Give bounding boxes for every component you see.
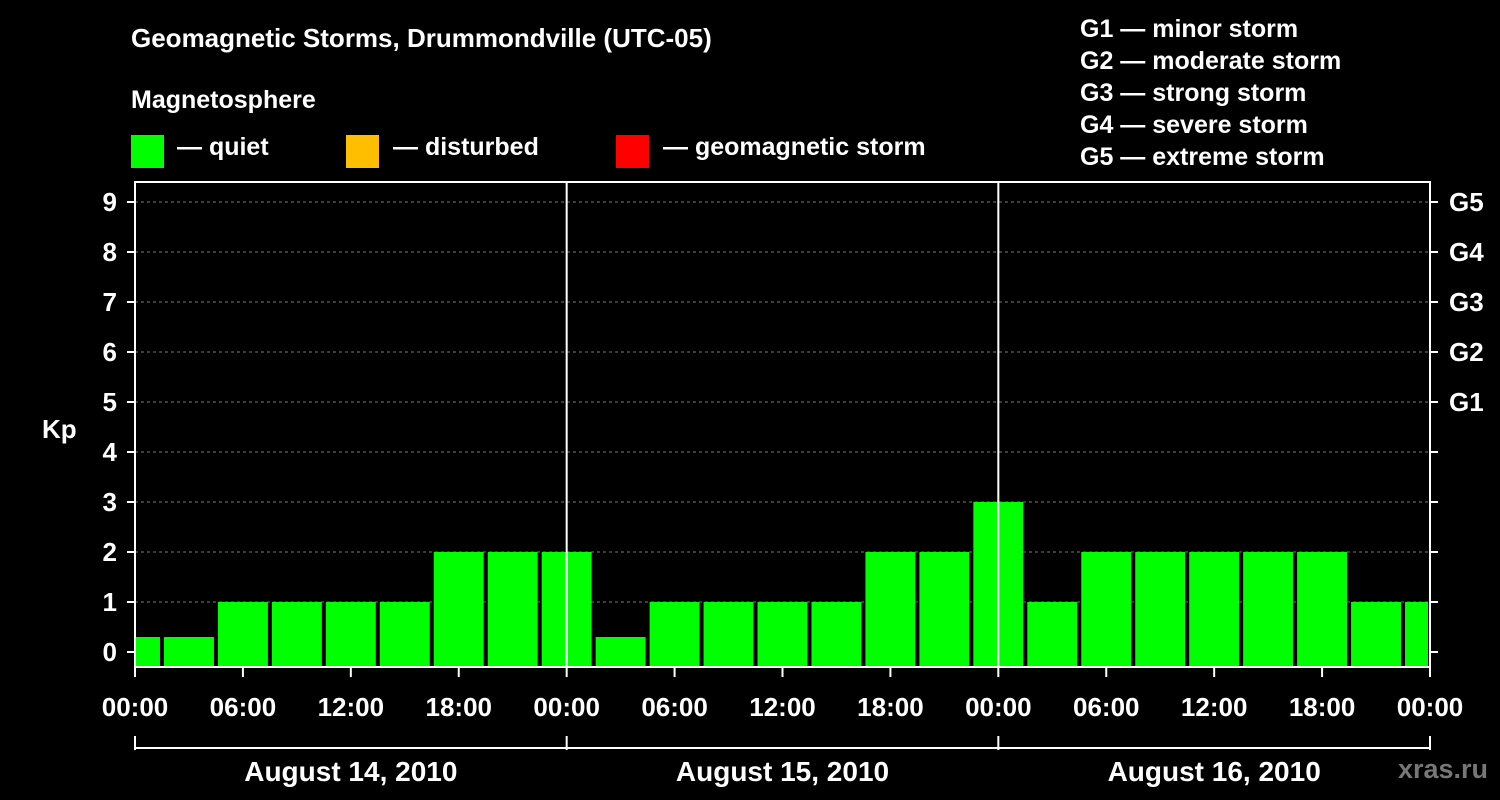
x-tick-label: 18:00: [857, 692, 924, 722]
y-tick-label: 2: [103, 537, 117, 567]
x-tick-label: 00:00: [965, 692, 1032, 722]
x-tick-label: 18:00: [1289, 692, 1356, 722]
kp-bar: [1027, 602, 1078, 667]
kp-bar: [136, 637, 160, 667]
kp-bar: [163, 637, 214, 667]
day-label: August 15, 2010: [676, 756, 889, 787]
x-tick-label: 12:00: [318, 692, 385, 722]
y-tick-label: 1: [103, 587, 117, 617]
x-tick-label: 00:00: [533, 692, 600, 722]
kp-bar: [379, 602, 430, 667]
legend-label-quiet: — quiet: [177, 133, 269, 161]
magnetosphere-title: Magnetosphere: [131, 86, 316, 114]
x-tick-label: 00:00: [1397, 692, 1464, 722]
y-tick-label: 9: [103, 187, 117, 217]
legend-label-storm: — geomagnetic storm: [663, 133, 926, 161]
y-tick-label: 7: [103, 287, 117, 317]
kp-bar: [865, 552, 916, 667]
kp-bar: [487, 552, 538, 667]
x-tick-label: 12:00: [1181, 692, 1248, 722]
legend-swatch-disturbed: [346, 135, 379, 168]
x-tick-label: 06:00: [210, 692, 277, 722]
legend-swatch-storm: [616, 135, 649, 168]
kp-bar: [433, 552, 484, 667]
kp-bar: [325, 602, 376, 667]
kp-bar: [1297, 552, 1348, 667]
x-tick-label: 12:00: [749, 692, 816, 722]
y-tick-label: 5: [103, 387, 117, 417]
y-tick-label: 8: [103, 237, 117, 267]
x-tick-label: 06:00: [641, 692, 708, 722]
kp-bar: [919, 552, 970, 667]
x-tick-label: 18:00: [426, 692, 493, 722]
kp-bar: [595, 637, 646, 667]
watermark: xras.ru: [1397, 754, 1488, 784]
y-axis-label: Kp: [42, 414, 77, 444]
g-scale-g5: G5 — extreme storm: [1080, 143, 1325, 171]
g-tick-label: G5: [1449, 187, 1484, 217]
kp-bar: [1189, 552, 1240, 667]
x-tick-label: 06:00: [1073, 692, 1140, 722]
g-scale-g4: G4 — severe storm: [1080, 111, 1308, 139]
y-tick-label: 6: [103, 337, 117, 367]
legend-swatch-quiet: [131, 135, 164, 168]
y-tick-label: 0: [103, 637, 117, 667]
kp-bar: [703, 602, 754, 667]
g-scale-g1: G1 — minor storm: [1080, 15, 1299, 43]
g-tick-label: G4: [1449, 237, 1484, 267]
kp-bar: [271, 602, 322, 667]
chart-title: Geomagnetic Storms, Drummondville (UTC-0…: [131, 23, 712, 53]
kp-bar: [811, 602, 862, 667]
day-label: August 14, 2010: [244, 756, 457, 787]
g-tick-label: G2: [1449, 337, 1484, 367]
y-tick-label: 4: [103, 437, 118, 467]
day-label: August 16, 2010: [1108, 756, 1321, 787]
kp-bar: [1135, 552, 1186, 667]
g-scale-g3: G3 — strong storm: [1080, 79, 1307, 107]
kp-bar: [1405, 602, 1428, 667]
legend-label-disturbed: — disturbed: [393, 133, 539, 161]
y-tick-label: 3: [103, 487, 117, 517]
kp-bar: [1081, 552, 1132, 667]
kp-bar: [757, 602, 808, 667]
kp-bar: [1243, 552, 1294, 667]
kp-bar: [217, 602, 268, 667]
g-tick-label: G3: [1449, 287, 1484, 317]
kp-bar: [1351, 602, 1402, 667]
g-tick-label: G1: [1449, 387, 1484, 417]
kp-bar: [649, 602, 700, 667]
x-tick-label: 00:00: [102, 692, 169, 722]
g-scale-g2: G2 — moderate storm: [1080, 47, 1342, 75]
